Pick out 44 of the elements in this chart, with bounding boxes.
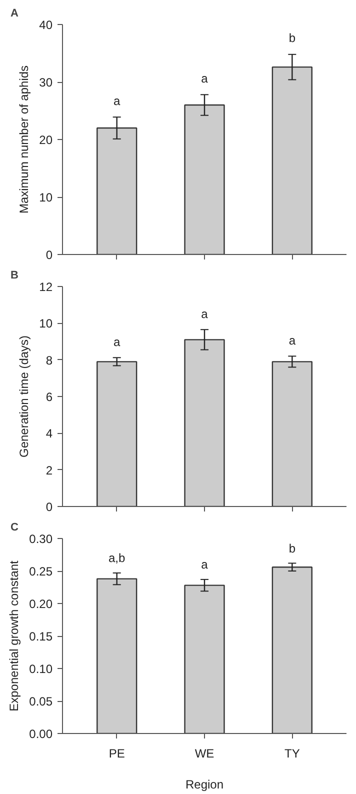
y-tick-label: 40 [39, 18, 53, 32]
y-tick-label: 0 [46, 248, 53, 262]
y-tick-label: 0.00 [29, 727, 53, 741]
y-tick-label: 0.15 [29, 630, 53, 644]
data-label: a [201, 558, 208, 572]
data-label: b [288, 31, 296, 46]
data-label: a [201, 71, 208, 86]
x-tick-label: WE [194, 746, 214, 760]
bar [96, 578, 138, 734]
y-tick-label: 30 [39, 76, 53, 90]
y-tick-label: 4 [46, 426, 53, 441]
data-label: a [114, 334, 121, 349]
y-axis-title: Maximum number of aphids [17, 65, 32, 214]
y-tick-label: 12 [39, 280, 53, 294]
bar [184, 104, 225, 254]
y-tick-label: 2 [46, 463, 53, 478]
y-axis-title: Exponential growth constant [7, 560, 22, 712]
y-tick-label: 8 [46, 353, 53, 368]
y-axis-title: Generation time (days) [17, 335, 32, 458]
y-tick-label: 6 [46, 390, 53, 404]
y-tick-label: 10 [39, 316, 53, 331]
y-tick-label: 20 [39, 133, 53, 147]
bar [184, 584, 225, 734]
y-tick-label: 0.05 [29, 694, 53, 708]
y-tick-label: 0.25 [29, 564, 53, 578]
y-tick-label: 0 [46, 500, 53, 514]
data-label: a,b [108, 551, 126, 566]
data-label: a [201, 306, 208, 321]
data-label: a [288, 333, 296, 348]
chart-title: C [10, 522, 18, 534]
y-tick-label: 0.10 [29, 662, 53, 676]
bar [272, 66, 312, 254]
data-label: b [288, 541, 296, 556]
bar [272, 566, 312, 734]
x-tick-label: PE [108, 746, 125, 760]
x-tick-label: TY [284, 746, 300, 760]
chart-title: A [10, 8, 18, 20]
x-axis-title: Region [185, 778, 224, 792]
bar [96, 127, 138, 254]
y-tick-label: 0.30 [29, 532, 53, 546]
y-tick-label: 10 [39, 190, 53, 204]
y-tick-label: 0.20 [29, 597, 53, 611]
data-label: a [114, 94, 121, 108]
chart-title: B [10, 270, 18, 282]
